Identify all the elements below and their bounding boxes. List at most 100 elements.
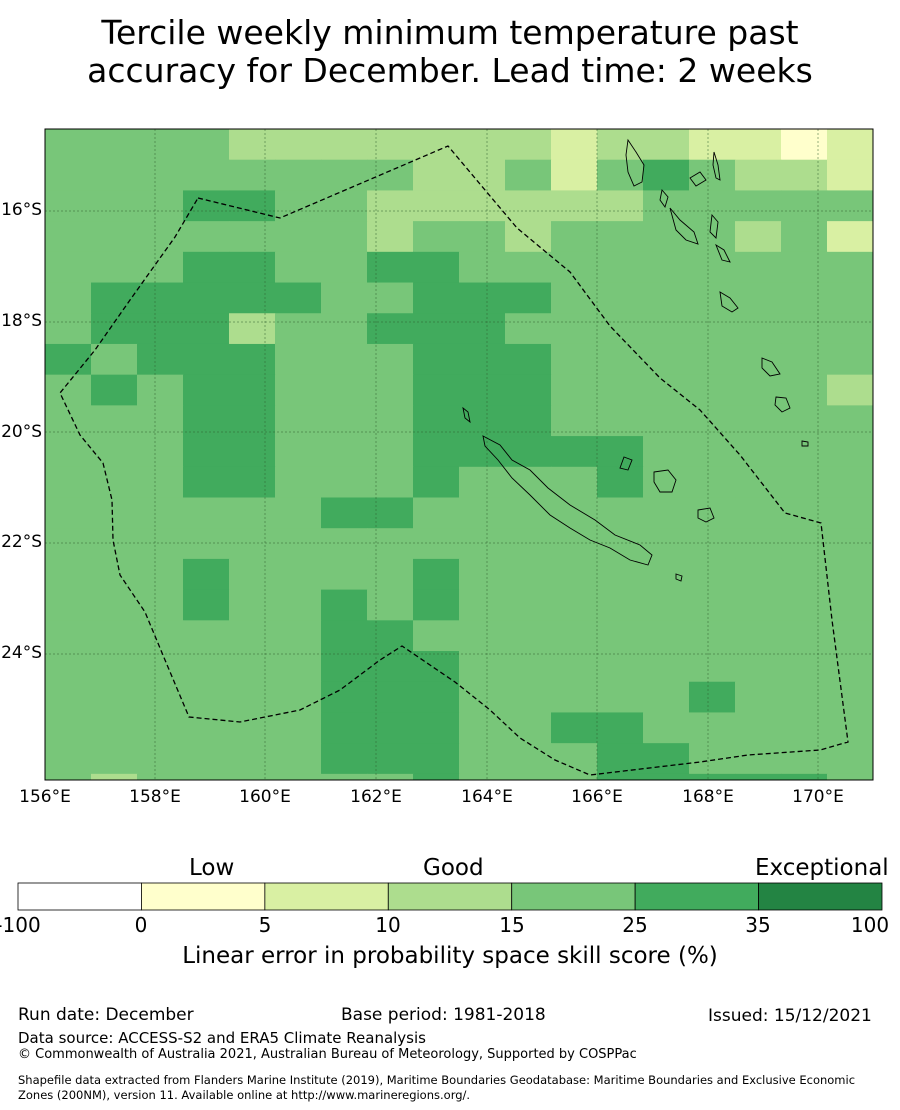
grid-cell	[413, 436, 460, 468]
grid-cell	[781, 620, 828, 652]
grid-cell	[275, 497, 322, 529]
colorbar-segment	[758, 882, 883, 911]
grid-cell	[459, 589, 506, 621]
grid-cell	[827, 620, 874, 652]
grid-cell	[45, 743, 92, 775]
island-outline	[619, 456, 633, 471]
grid-cell	[45, 712, 92, 744]
grid-cell	[505, 251, 552, 284]
shapefile-credit-line-2: Zones (200NM), version 11. Available onl…	[18, 1088, 471, 1102]
grid-cell	[551, 221, 598, 253]
grid-cell	[183, 773, 230, 781]
grid-cell	[413, 129, 460, 161]
grid-cell	[643, 466, 690, 498]
grid-cell	[367, 129, 414, 161]
grid-cell	[183, 589, 230, 621]
grid-cell	[597, 159, 644, 191]
grid-cell	[827, 405, 874, 437]
grid-cell	[367, 620, 414, 652]
grid-cell	[367, 190, 414, 222]
grid-cell	[229, 466, 276, 498]
grid-cell	[183, 651, 230, 683]
grid-cell	[229, 497, 276, 529]
colorbar-segment	[141, 882, 266, 911]
lat-label-22s: 22°S	[1, 532, 42, 552]
grid-cell	[367, 466, 414, 498]
colorbar-label: Linear error in probability space skill …	[182, 943, 718, 969]
grid-cell	[781, 497, 828, 529]
grid-cell	[183, 436, 230, 468]
grid-cell	[689, 190, 736, 222]
base-period: Base period: 1981-2018	[341, 1005, 546, 1025]
grid-cell	[45, 589, 92, 621]
grid-cell	[413, 374, 460, 406]
grid-cell	[137, 436, 184, 468]
grid-cell	[321, 712, 368, 744]
grid-cell	[505, 681, 552, 713]
grid-cell	[597, 681, 644, 713]
grid-cell	[827, 743, 874, 775]
island-outline	[659, 189, 669, 209]
grid-cell	[137, 159, 184, 191]
colorbar-tick: 35	[745, 913, 771, 937]
island-outline	[462, 406, 471, 424]
grid-cell	[551, 313, 598, 345]
grid-cell	[505, 712, 552, 744]
grid-cell	[597, 620, 644, 652]
grid-cell	[459, 282, 506, 314]
grid-cell	[91, 221, 138, 253]
lon-label-156e: 156°E	[19, 787, 71, 807]
grid-cell	[321, 343, 368, 376]
grid-cell	[735, 251, 782, 284]
grid-cell	[367, 405, 414, 437]
grid-cell	[689, 712, 736, 744]
grid-cell	[781, 190, 828, 222]
grid-cell	[689, 620, 736, 652]
grid-cell	[735, 589, 782, 621]
lat-label-20s: 20°S	[1, 422, 42, 442]
grid-cell	[551, 589, 598, 621]
grid-cell	[321, 589, 368, 621]
island-outline	[712, 151, 721, 181]
grid-cell	[413, 251, 460, 284]
grid-cell	[229, 129, 276, 161]
grid-cell	[91, 374, 138, 406]
grid-cell	[827, 159, 874, 191]
grid-cell	[459, 497, 506, 529]
grid-cell	[45, 681, 92, 713]
grid-cell	[137, 313, 184, 345]
grid-cell	[367, 159, 414, 191]
grid-cell	[643, 651, 690, 683]
grid-cell	[597, 251, 644, 284]
grid-cell	[643, 159, 690, 191]
grid-cell	[91, 589, 138, 621]
colorbar-category-low: Low	[189, 855, 235, 881]
grid-cell	[827, 436, 874, 468]
grid-cell	[367, 497, 414, 529]
grid-cell	[183, 466, 230, 498]
grid-cell	[689, 558, 736, 591]
grid-cell	[827, 589, 874, 621]
grid-cell	[597, 343, 644, 376]
grid-cell	[413, 159, 460, 191]
grid-cell	[91, 405, 138, 437]
grid-cell	[229, 221, 276, 253]
grid-cell	[505, 436, 552, 468]
grid-cell	[459, 528, 506, 560]
grid-cell	[275, 251, 322, 284]
grid-cell	[689, 129, 736, 161]
colorbar-tick: 5	[258, 913, 272, 937]
grid-cell	[827, 374, 874, 406]
grid-cell	[229, 343, 276, 376]
grid-cell	[275, 743, 322, 775]
grid-cell	[45, 221, 92, 253]
grid-cell	[735, 466, 782, 498]
grid-cell	[735, 528, 782, 560]
grid-cell	[459, 343, 506, 376]
skill-score-grid	[45, 129, 874, 781]
map-gridlines	[45, 129, 873, 780]
grid-cell	[459, 681, 506, 713]
grid-cell	[45, 466, 92, 498]
grid-cell	[827, 190, 874, 222]
grid-cell	[505, 343, 552, 376]
